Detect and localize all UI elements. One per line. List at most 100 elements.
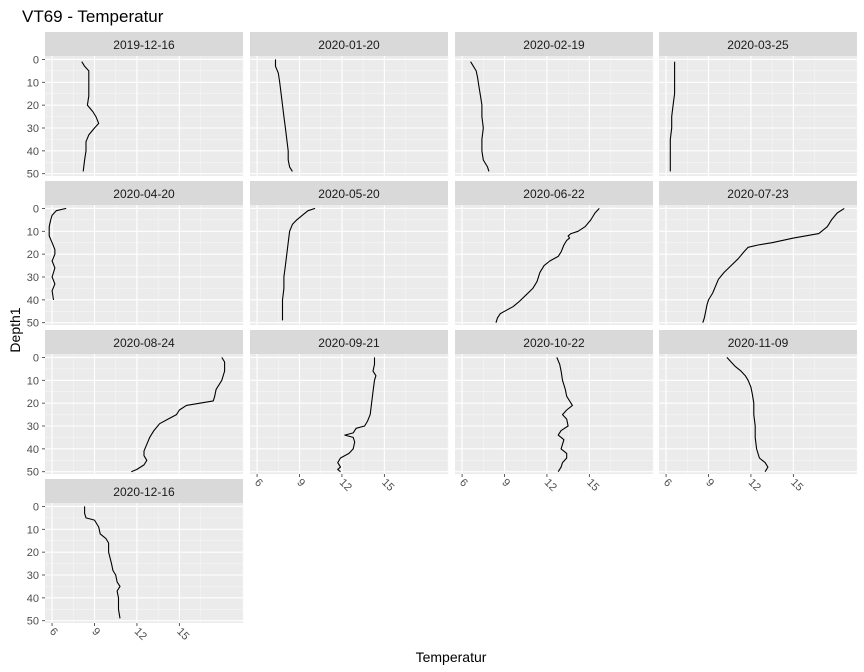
data-line (48, 207, 67, 300)
facet-strip (659, 330, 857, 354)
facet-strip-label: 2020-10-22 (523, 336, 585, 350)
data-line (274, 59, 293, 172)
y-tick-label: 50 (27, 169, 39, 181)
y-tick-label: 30 (27, 421, 39, 433)
facet-strip-label: 2020-09-21 (318, 336, 380, 350)
facet-panel: 2020-10-22 6 9 12 15 (455, 330, 654, 494)
facet-strip (659, 32, 857, 56)
y-tick-label: 50 (27, 467, 39, 479)
facet-panel: 2020-12-16 0 10 20 30 40 50 6 9 12 15 (27, 479, 244, 643)
x-tick-label: 9 (294, 477, 307, 490)
x-tick-label: 6 (252, 477, 265, 490)
chart-title: VT69 - Temperatur (22, 7, 164, 26)
y-tick-label: 50 (27, 318, 39, 330)
facet-strip-label: 2020-08-24 (113, 336, 175, 350)
facet-strip (455, 181, 653, 205)
y-tick-label: 40 (27, 444, 39, 456)
x-tick-label: 9 (703, 477, 716, 490)
data-line (131, 357, 226, 473)
facet-panel: 2020-03-25 (659, 32, 858, 176)
y-tick-label: 30 (27, 123, 39, 135)
y-tick-label: 10 (27, 77, 39, 89)
y-tick-label: 20 (27, 547, 39, 559)
facet-strip-label: 2020-07-23 (727, 187, 789, 201)
facet-panel: 2020-11-09 6 9 12 15 (659, 330, 858, 494)
facet-panel: 2020-01-20 (250, 32, 449, 176)
facet-strip (45, 330, 243, 354)
data-line (556, 357, 573, 472)
facet-panel: 2020-07-23 (659, 181, 858, 325)
panel-background (45, 205, 243, 325)
facet-strip (250, 181, 448, 205)
facet-strip (45, 181, 243, 205)
panel-background (659, 56, 857, 176)
y-tick-label: 20 (27, 249, 39, 261)
x-tick-label: 6 (47, 626, 60, 639)
facet-panel: 2020-05-20 (250, 181, 449, 325)
y-tick-label: 10 (27, 375, 39, 387)
y-tick-label: 20 (27, 100, 39, 112)
data-line (726, 357, 769, 472)
y-axis-title: Depth1 (7, 307, 23, 352)
data-line (495, 208, 600, 323)
facet-panel: 2020-02-19 (455, 32, 654, 176)
y-tick-label: 10 (27, 524, 39, 536)
facet-strip-label: 2020-03-25 (727, 38, 789, 52)
x-tick-label: 12 (542, 477, 559, 494)
facet-strip-label: 2020-06-22 (523, 187, 585, 201)
x-axis-title: Temperatur (416, 649, 487, 665)
facet-panel: 2020-08-24 0 10 20 30 40 50 (27, 330, 244, 479)
facet-panel: 2020-04-20 0 10 20 30 40 50 (27, 181, 244, 330)
x-tick-label: 12 (132, 626, 149, 643)
panel-background (659, 205, 857, 325)
data-line (281, 207, 316, 321)
data-line (470, 61, 490, 172)
x-tick-label: 15 (379, 477, 396, 494)
y-tick-label: 20 (27, 398, 39, 410)
facet-strip (455, 330, 653, 354)
data-line (84, 506, 121, 619)
data-line (337, 357, 377, 473)
x-tick-label: 6 (457, 477, 470, 490)
x-tick-label: 9 (89, 626, 102, 639)
panel-background (45, 503, 243, 623)
facet-panels: 2019-12-16 0 10 20 30 40 50 2020-01-20 2020-02-1… (27, 32, 858, 643)
facet-strip (45, 479, 243, 503)
panel-background (250, 205, 448, 325)
panel-background (250, 354, 448, 474)
facet-strip-label: 2020-05-20 (318, 187, 380, 201)
facet-strip (455, 32, 653, 56)
x-tick-label: 12 (746, 477, 763, 494)
y-tick-label: 30 (27, 570, 39, 582)
panel-background (45, 56, 243, 176)
y-tick-label: 40 (27, 295, 39, 307)
facet-panel: 2019-12-16 0 10 20 30 40 50 (27, 32, 244, 181)
facet-strip-label: 2020-02-19 (523, 38, 585, 52)
panel-background (455, 56, 653, 176)
y-tick-label: 40 (27, 146, 39, 158)
panel-background (250, 56, 448, 176)
y-tick-label: 0 (33, 203, 39, 215)
facet-strip-label: 2019-12-16 (113, 38, 175, 52)
facet-strip (250, 330, 448, 354)
data-line (702, 207, 845, 323)
x-tick-label: 12 (337, 477, 354, 494)
panel-background (455, 354, 653, 474)
y-tick-label: 50 (27, 616, 39, 628)
y-tick-label: 30 (27, 272, 39, 284)
x-tick-label: 9 (499, 477, 512, 490)
panel-background (659, 354, 857, 474)
y-tick-label: 0 (33, 352, 39, 364)
y-tick-label: 0 (33, 501, 39, 513)
y-tick-label: 40 (27, 593, 39, 605)
facet-strip (250, 32, 448, 56)
data-line (81, 61, 100, 172)
y-tick-label: 0 (33, 54, 39, 66)
x-tick-label: 15 (174, 626, 191, 643)
y-tick-label: 10 (27, 226, 39, 238)
x-tick-label: 6 (661, 477, 674, 490)
facet-strip (45, 32, 243, 56)
x-tick-label: 15 (584, 477, 601, 494)
facet-panel: 2020-09-21 6 9 12 15 (250, 330, 449, 494)
